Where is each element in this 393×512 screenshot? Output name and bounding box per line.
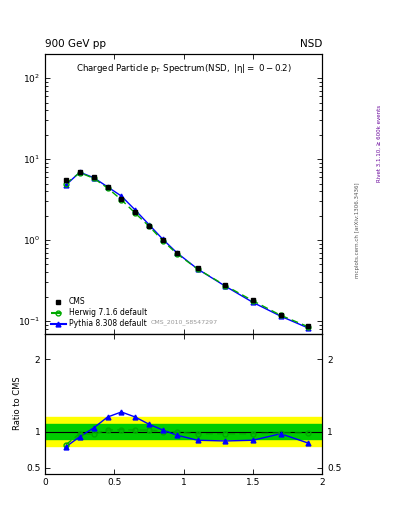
Legend: CMS, Herwig 7.1.6 default, Pythia 8.308 default: CMS, Herwig 7.1.6 default, Pythia 8.308 … — [49, 296, 149, 330]
Text: Charged Particle $\mathregular{p_T}$ Spectrum$\mathregular{(NSD,\ |\eta|=\ 0 - 0: Charged Particle $\mathregular{p_T}$ Spe… — [76, 62, 292, 75]
Text: Rivet 3.1.10, ≥ 600k events: Rivet 3.1.10, ≥ 600k events — [377, 105, 382, 182]
Text: NSD: NSD — [300, 38, 322, 49]
Bar — [45, 417, 322, 446]
Y-axis label: Ratio to CMS: Ratio to CMS — [13, 377, 22, 431]
Bar — [45, 424, 322, 439]
Text: 900 GeV pp: 900 GeV pp — [45, 38, 106, 49]
Text: CMS_2010_S8547297: CMS_2010_S8547297 — [150, 319, 217, 325]
Text: mcplots.cern.ch [arXiv:1306.3436]: mcplots.cern.ch [arXiv:1306.3436] — [355, 183, 360, 278]
